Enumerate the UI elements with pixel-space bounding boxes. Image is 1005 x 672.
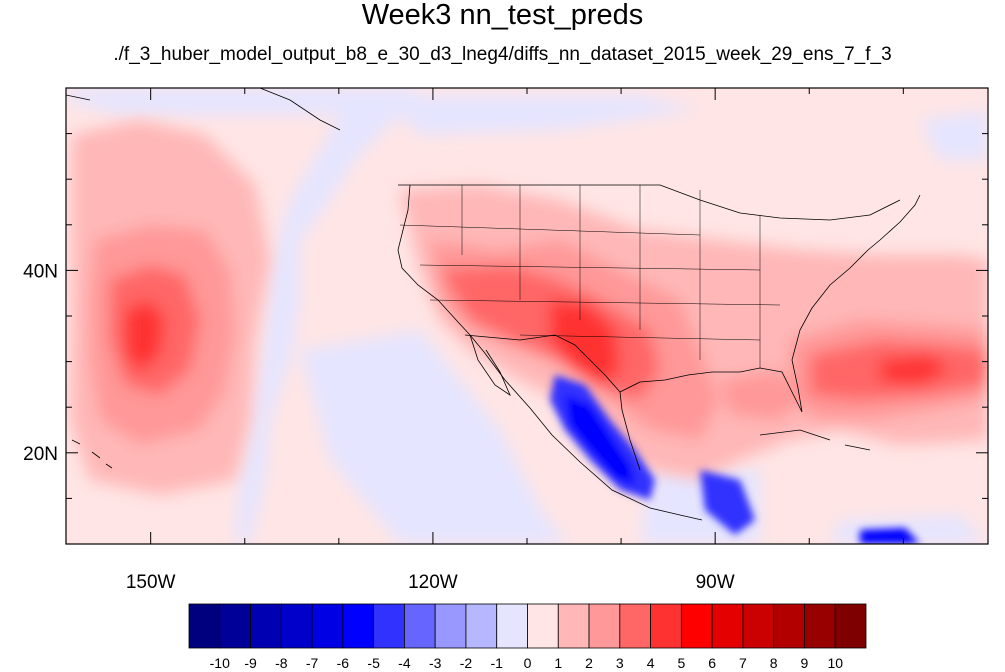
colorbar: -10 -9 -8 -7 -6 -5 -4 -3 -2 -1 0 1 2 3 4 5 6 7 8 9 10 (188, 603, 867, 671)
lat-tick-label: 20N (23, 444, 58, 465)
colorbar-swatch (465, 603, 498, 649)
colorbar-label: -10 (210, 655, 230, 671)
pacific-positive-anomaly (70, 120, 270, 495)
pacific-coastline (397, 184, 703, 521)
colorbar-swatch (219, 603, 251, 649)
caribbean-islands (759, 429, 871, 451)
colorbar-label: -7 (306, 655, 319, 671)
colorbar-swatch (280, 603, 313, 649)
colorbar-swatch (527, 603, 559, 649)
state-lines (399, 185, 781, 368)
colorbar-label: 8 (770, 655, 778, 671)
colorbar-label: 10 (827, 655, 843, 671)
axis-ticks (66, 87, 988, 545)
colorbar-swatch (804, 603, 836, 649)
colorbar-swatch (557, 603, 590, 649)
colorbar-label: 0 (524, 655, 532, 671)
colorbar-swatch (680, 603, 713, 649)
colorbar-label: 9 (801, 655, 809, 671)
colorbar-swatch (342, 603, 375, 649)
axis-tick-labels: 150W 120W 90W 40N 20N (23, 261, 735, 593)
colorbar-swatch (711, 603, 744, 649)
hawaii-islands (71, 439, 113, 469)
colorbar-label: 6 (708, 655, 716, 671)
continental-positive-anomaly (400, 185, 988, 480)
colorbar-label: 7 (739, 655, 747, 671)
mexico-border (464, 334, 621, 393)
lat-tick-label: 40N (23, 261, 58, 282)
colorbar-swatch (250, 603, 282, 649)
colorbar-label: -8 (275, 655, 288, 671)
map-title: Week3 nn_test_preds (361, 0, 644, 31)
colorbar-swatch (619, 603, 651, 649)
colorbar-label: -1 (491, 655, 504, 671)
alaska-coast (66, 88, 341, 131)
colorbar-label: -3 (429, 655, 442, 671)
colorbar-swatch (434, 603, 467, 649)
colorbar-label: 4 (647, 655, 655, 671)
colorbar-label: 5 (677, 655, 685, 671)
colorbar-swatch (650, 603, 682, 649)
coastlines-and-borders (66, 88, 921, 521)
map-subtitle: ./f_3_huber_model_output_b8_e_30_d3_lneg… (113, 44, 892, 65)
colorbar-swatch (496, 603, 528, 649)
colorbar-label: -4 (398, 655, 411, 671)
colorbar-label: -2 (460, 655, 473, 671)
colorbar-swatch (773, 603, 805, 649)
mexico-negative-anomaly (550, 375, 920, 544)
gulf-coastline (619, 194, 921, 471)
colorbar-swatch (188, 603, 221, 649)
anomaly-field (66, 88, 988, 544)
colorbar-swatch (311, 603, 344, 649)
colorbar-label: -9 (244, 655, 257, 671)
colorbar-label: -5 (367, 655, 380, 671)
colorbar-label: 3 (616, 655, 624, 671)
colorbar-label: 1 (554, 655, 562, 671)
lon-tick-label: 120W (408, 572, 458, 593)
colorbar-label: -6 (337, 655, 350, 671)
colorbar-swatch (742, 603, 775, 649)
lon-tick-label: 90W (696, 572, 735, 593)
lon-tick-label: 150W (126, 572, 176, 593)
colorbar-swatch (373, 603, 405, 649)
colorbar-swatch (588, 603, 621, 649)
colorbar-swatch (404, 603, 436, 649)
baja-peninsula (469, 334, 511, 397)
colorbar-swatch (834, 603, 867, 649)
colorbar-label: 2 (585, 655, 593, 671)
